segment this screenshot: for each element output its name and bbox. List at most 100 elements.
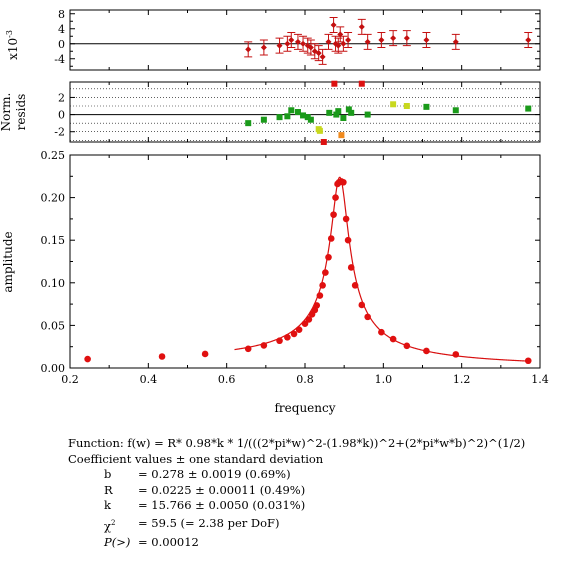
coef-value: = 0.278 ± 0.0019 (0.69%) xyxy=(138,467,291,481)
data-point xyxy=(364,313,371,321)
y-tick-label: -2 xyxy=(54,126,65,139)
coef-name: b xyxy=(104,467,112,481)
data-point xyxy=(201,350,209,358)
normres-point xyxy=(300,112,307,119)
normres-axis-label: resids xyxy=(14,94,28,131)
coef-name: R xyxy=(104,482,113,497)
normres-point xyxy=(294,109,301,115)
normres-point xyxy=(345,106,352,113)
x-axis-label: frequency xyxy=(274,401,335,415)
data-point xyxy=(158,353,166,360)
normres-point xyxy=(340,115,347,121)
data-point xyxy=(358,301,366,309)
residual-point xyxy=(364,38,371,45)
data-point xyxy=(351,282,359,289)
normres-point xyxy=(320,139,327,145)
coef-header: Coefficient values ± one standard deviat… xyxy=(68,451,324,466)
data-point xyxy=(524,357,532,365)
residual-point xyxy=(525,37,532,43)
data-point xyxy=(244,345,252,353)
data-point xyxy=(305,316,313,323)
main-panel-frame xyxy=(69,154,541,369)
normres-point xyxy=(403,103,410,109)
residual-point xyxy=(294,38,301,45)
chi-square-value: = 59.5 (= 2.38 per DoF) xyxy=(138,515,280,530)
residual-point xyxy=(260,44,267,51)
x-tick-label: 1.0 xyxy=(375,373,393,386)
residual-axis-label: x10-3 xyxy=(5,30,20,60)
x-tick-label: 0.2 xyxy=(61,373,79,386)
residual-point xyxy=(423,37,430,43)
residual-point xyxy=(403,35,410,42)
normres-point xyxy=(284,113,291,120)
x-tick-label: 0.4 xyxy=(140,373,158,386)
normres-point xyxy=(452,107,459,114)
coef-value: = 15.766 ± 0.0050 (0.031%) xyxy=(138,498,306,512)
residual-point xyxy=(319,53,326,60)
normres-point xyxy=(245,120,252,127)
data-point xyxy=(295,326,303,333)
y-tick-label: 8 xyxy=(58,8,65,21)
residual-point xyxy=(276,42,283,49)
normres-point xyxy=(348,109,355,116)
normres-point xyxy=(364,111,371,118)
normres-point xyxy=(288,107,295,114)
normres-point xyxy=(304,114,311,121)
data-point xyxy=(84,355,91,363)
data-point xyxy=(389,335,397,343)
data-point xyxy=(284,334,291,341)
y-tick-label: 2 xyxy=(58,91,65,104)
data-point xyxy=(290,330,298,338)
residual-point xyxy=(284,40,291,47)
data-point xyxy=(378,328,385,336)
y-tick-label: 0 xyxy=(58,109,65,122)
residual-point xyxy=(340,40,347,47)
y-tick-label: 0.00 xyxy=(41,362,66,375)
residual-point xyxy=(390,35,397,42)
normres-point xyxy=(316,127,323,134)
y-tick-label: 4 xyxy=(58,23,65,36)
coef-value: = 0.0225 ± 0.00011 (0.49%) xyxy=(138,482,306,497)
normres-point xyxy=(276,114,283,121)
main-axis-label: amplitude xyxy=(1,231,15,292)
y-tick-label: 0.15 xyxy=(41,234,66,247)
normres-axis-label: Norm. xyxy=(0,93,13,132)
p-value-row: P(>) = 0.00012 xyxy=(68,535,525,551)
y-tick-label: 0.10 xyxy=(41,277,66,290)
normres-point xyxy=(358,80,365,87)
coef-row-k: k = 15.766 ± 0.0050 (0.031%) xyxy=(68,498,525,514)
residual-axis-exponent: -3 xyxy=(5,30,14,38)
data-point xyxy=(325,253,332,261)
data-point xyxy=(319,282,326,289)
y-tick-label: 0.20 xyxy=(41,192,66,205)
x-tick-label: 1.2 xyxy=(453,373,471,386)
y-tick-label: -4 xyxy=(54,53,65,66)
normres-panel-frame xyxy=(69,81,541,143)
data-point xyxy=(313,302,321,309)
data-point xyxy=(322,269,329,276)
normres-point xyxy=(260,116,267,123)
data-point xyxy=(276,337,283,345)
p-value-label: P(>) xyxy=(104,534,131,549)
normres-point xyxy=(326,109,333,116)
residual-point xyxy=(452,38,459,45)
residual-point xyxy=(307,44,314,51)
data-point xyxy=(344,236,352,244)
data-point xyxy=(327,235,335,242)
normres-point xyxy=(338,132,345,139)
data-point xyxy=(301,320,309,327)
y-tick-label: 0.25 xyxy=(41,149,66,162)
normres-point xyxy=(335,108,342,115)
normres-point xyxy=(525,105,532,112)
residual-point xyxy=(335,42,342,49)
normres-point xyxy=(423,103,430,110)
residual-point xyxy=(288,37,295,43)
data-point xyxy=(423,347,430,355)
residual-panel-frame xyxy=(69,9,541,71)
residual-point xyxy=(345,37,352,43)
residual-point xyxy=(378,37,385,43)
normres-point xyxy=(307,116,314,123)
data-point xyxy=(342,215,350,223)
coef-row-b: b = 0.278 ± 0.0019 (0.69%) xyxy=(68,467,525,483)
x-tick-label: 1.4 xyxy=(531,373,549,386)
